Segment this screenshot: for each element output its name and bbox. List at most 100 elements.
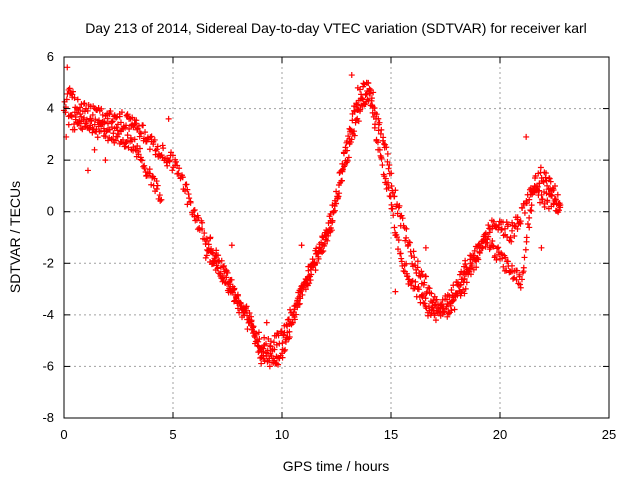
y-axis-ticks: -8 -6 -4 -2 0 2 4 6	[42, 49, 609, 425]
data-point	[154, 143, 161, 150]
data-point	[431, 310, 438, 317]
data-point	[304, 274, 311, 281]
data-point	[518, 276, 525, 283]
data-point	[369, 102, 376, 109]
data-point	[286, 328, 293, 335]
data-point	[94, 119, 101, 126]
data-point	[207, 234, 214, 241]
data-point	[391, 224, 398, 231]
data-point	[95, 105, 102, 112]
data-point	[508, 238, 515, 245]
data-point	[123, 122, 130, 129]
data-point	[502, 254, 509, 261]
data-point	[228, 276, 235, 283]
data-point	[463, 279, 470, 286]
data-point	[201, 230, 208, 237]
data-point	[114, 133, 121, 140]
data-point	[298, 287, 305, 294]
data-point	[315, 255, 322, 262]
data-point	[317, 247, 324, 254]
data-point	[234, 292, 241, 299]
data-point	[409, 277, 416, 284]
data-point	[521, 209, 528, 216]
x-tick-label: 0	[60, 427, 67, 442]
data-point	[65, 121, 72, 128]
data-point	[369, 109, 376, 116]
data-point	[448, 286, 455, 293]
y-tick-label: 6	[47, 49, 54, 64]
data-point	[248, 317, 255, 324]
data-point	[109, 118, 116, 125]
data-point	[465, 271, 472, 278]
data-point	[358, 91, 365, 98]
data-point	[304, 281, 311, 288]
data-point	[510, 275, 517, 282]
data-point	[543, 170, 550, 177]
data-point	[408, 252, 415, 259]
data-point	[551, 183, 558, 190]
data-point	[153, 146, 160, 153]
data-point	[132, 120, 139, 127]
plot-frame	[63, 56, 610, 419]
data-point	[394, 234, 401, 241]
data-point	[266, 342, 273, 349]
data-point	[271, 346, 278, 353]
data-point	[83, 118, 90, 125]
data-point	[140, 163, 147, 170]
data-point	[126, 125, 133, 132]
data-point	[71, 94, 78, 101]
data-point	[406, 239, 413, 246]
y-tick-label: 4	[47, 101, 54, 116]
data-point	[543, 190, 550, 197]
data-point	[140, 135, 147, 142]
data-point	[266, 363, 273, 370]
data-point	[281, 348, 288, 355]
y-tick-label: -8	[42, 410, 54, 425]
data-point	[398, 255, 405, 262]
data-point	[511, 223, 518, 229]
data-point	[111, 125, 118, 132]
data-point	[169, 167, 176, 174]
data-point	[392, 288, 399, 295]
data-point	[107, 108, 114, 115]
data-point	[432, 317, 439, 324]
data-point	[142, 129, 149, 136]
data-point	[403, 270, 410, 277]
data-point	[336, 190, 343, 197]
data-point	[256, 347, 263, 354]
data-point	[514, 216, 521, 223]
data-point	[509, 262, 516, 269]
data-point	[102, 157, 109, 164]
data-point	[294, 295, 301, 302]
data-point	[63, 96, 70, 103]
data-point	[348, 136, 355, 143]
data-point	[187, 199, 194, 206]
data-point	[457, 281, 464, 288]
x-tick-label: 5	[169, 427, 176, 442]
data-point	[99, 121, 106, 128]
data-point	[212, 256, 219, 263]
data-point	[370, 89, 377, 96]
data-point	[372, 121, 379, 128]
data-point	[151, 136, 158, 143]
data-point	[362, 91, 369, 98]
data-point	[527, 207, 534, 214]
data-point	[389, 205, 396, 212]
data-point	[127, 134, 134, 141]
data-point	[376, 146, 383, 153]
data-point	[146, 146, 153, 153]
data-point	[547, 178, 554, 185]
data-point	[113, 114, 120, 121]
data-point	[476, 250, 483, 257]
data-point	[479, 244, 486, 251]
data-point	[94, 134, 101, 141]
data-point	[357, 106, 364, 113]
data-point	[390, 212, 397, 219]
data-point	[84, 167, 91, 174]
data-point	[418, 292, 425, 299]
data-point	[517, 218, 524, 225]
data-point	[471, 247, 478, 254]
data-point	[460, 286, 467, 293]
data-point	[320, 234, 327, 241]
data-point	[348, 72, 355, 79]
